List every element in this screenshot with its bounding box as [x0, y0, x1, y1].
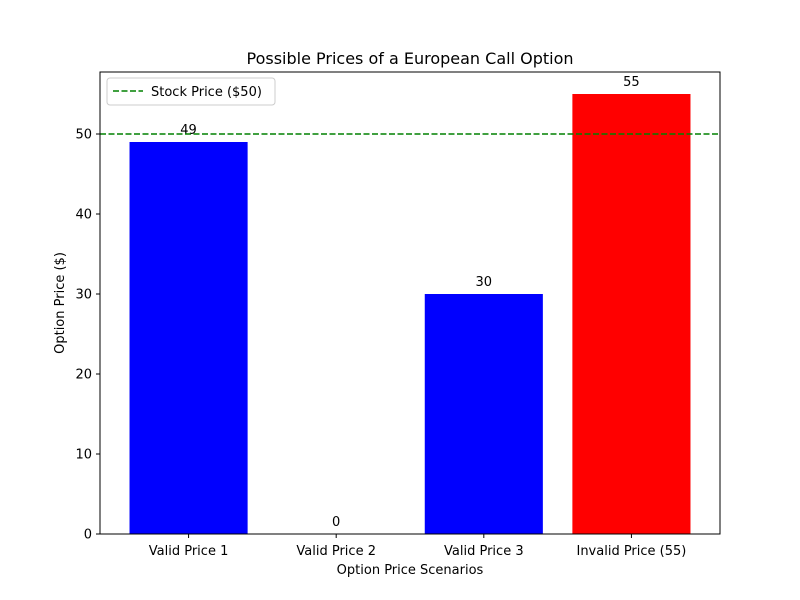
y-tick-label: 40: [75, 208, 92, 223]
bar-1: [129, 142, 248, 534]
bars-group: [129, 94, 691, 534]
plot-frame: [99, 71, 721, 535]
y-tick-label: 10: [75, 448, 92, 463]
bar-value-label-3: 30: [476, 275, 493, 290]
y-axis-ticks: 0 10 20 30 40 50: [75, 128, 100, 543]
y-tick-label: 30: [75, 288, 92, 303]
x-tick-label: Valid Price 1: [149, 544, 229, 559]
bar-3: [424, 294, 543, 534]
x-axis-ticks: Valid Price 1 Valid Price 2 Valid Price 3 I…: [149, 534, 686, 559]
chart-title: Possible Prices of a European Call Optio…: [246, 49, 573, 68]
x-tick-label: Valid Price 2: [296, 544, 376, 559]
legend-box: [106, 77, 276, 106]
data-labels-group: 49 0 30 55: [180, 75, 639, 530]
bar-value-label-2: 0: [332, 515, 340, 530]
legend-entry-label: Stock Price ($50): [151, 85, 262, 100]
bar-value-label-4: 55: [623, 75, 640, 90]
y-tick-label: 0: [84, 528, 92, 543]
legend: Stock Price ($50): [106, 77, 276, 106]
y-tick-label: 50: [75, 128, 92, 143]
y-tick-label: 20: [75, 368, 92, 383]
bar-value-label-1: 49: [180, 123, 197, 138]
x-tick-label: Invalid Price (55): [576, 544, 686, 559]
bar-4: [572, 94, 691, 534]
x-tick-label: Valid Price 3: [444, 544, 524, 559]
y-axis-label: Option Price ($): [53, 252, 68, 354]
x-axis-label: Option Price Scenarios: [337, 563, 484, 578]
